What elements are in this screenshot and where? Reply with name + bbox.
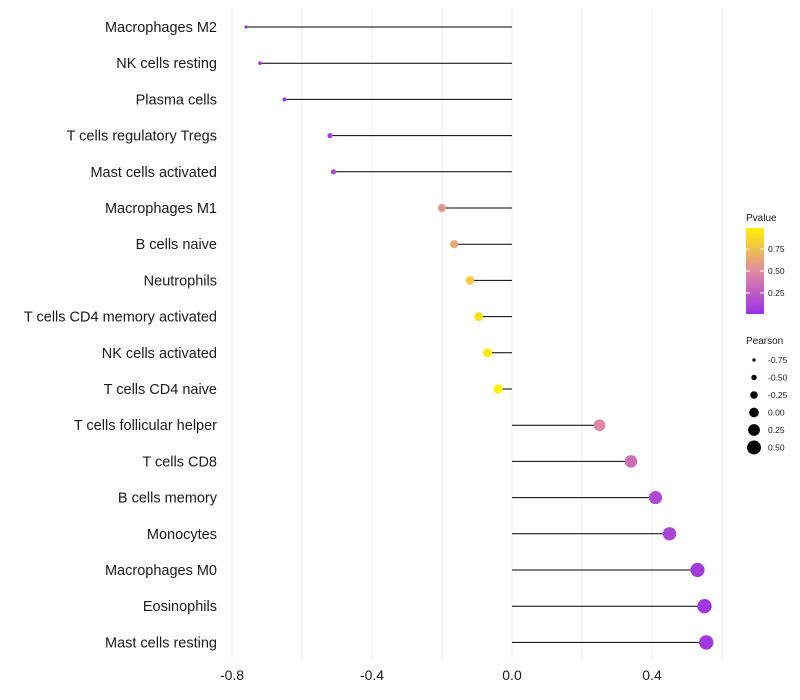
category-label: Mast cells activated bbox=[90, 165, 217, 181]
lollipop-point bbox=[593, 419, 606, 432]
category-label: B cells naive bbox=[136, 237, 217, 253]
colorbar-tick-label: 0.50 bbox=[768, 266, 785, 276]
size-legend-label: 0.50 bbox=[768, 443, 785, 453]
lollipop-point bbox=[327, 132, 333, 139]
x-tick-label: 0.0 bbox=[502, 667, 522, 683]
size-legend-point bbox=[752, 358, 756, 362]
category-label: Monocytes bbox=[147, 527, 217, 543]
category-label: Macrophages M2 bbox=[105, 20, 217, 36]
lollipop-point bbox=[474, 312, 484, 322]
size-legend-label: -0.25 bbox=[768, 390, 788, 400]
size-legend-label: 0.25 bbox=[768, 425, 785, 435]
category-label: T cells CD8 bbox=[142, 454, 217, 470]
size-legend-label: -0.50 bbox=[768, 373, 788, 383]
x-axis-labels: -0.8 -0.4 0.0 0.4 bbox=[220, 667, 662, 683]
pvalue-legend: Pvalue 0.25 0.50 0.75 bbox=[746, 213, 785, 314]
category-label: T cells CD4 naive bbox=[104, 382, 217, 398]
lollipop-point bbox=[690, 562, 705, 578]
size-legend-point bbox=[751, 374, 757, 381]
y-axis-labels: Macrophages M2 NK cells resting Plasma cel… bbox=[24, 20, 218, 651]
lollipop-point bbox=[624, 455, 638, 468]
colorbar-tick-label: 0.75 bbox=[768, 244, 785, 254]
lollipop-points bbox=[244, 25, 714, 650]
lollipop-point bbox=[662, 527, 677, 541]
category-label: Neutrophils bbox=[144, 273, 217, 289]
category-label: Eosinophils bbox=[143, 599, 217, 615]
category-label: T cells CD4 memory activated bbox=[24, 310, 217, 326]
category-label: Mast cells resting bbox=[105, 635, 217, 651]
category-label: Plasma cells bbox=[136, 92, 217, 108]
lollipop-point bbox=[258, 61, 262, 65]
lollipop-point bbox=[282, 97, 287, 102]
category-label: Macrophages M1 bbox=[105, 201, 217, 217]
x-tick-label: 0.4 bbox=[642, 667, 662, 683]
category-label: T cells regulatory Tregs bbox=[67, 129, 217, 145]
size-legend-label: 0.00 bbox=[768, 408, 785, 418]
x-tick-label: -0.8 bbox=[220, 667, 244, 683]
category-label: NK cells resting bbox=[116, 56, 217, 72]
lollipop-point bbox=[699, 635, 714, 650]
category-label: NK cells activated bbox=[102, 346, 217, 362]
lollipop-point bbox=[330, 169, 337, 175]
lollipop-point bbox=[482, 348, 493, 358]
category-label: B cells memory bbox=[118, 491, 218, 507]
size-legend-label: -0.75 bbox=[768, 355, 788, 365]
lollipop-segments bbox=[246, 26, 707, 643]
category-label: T cells follicular helper bbox=[74, 418, 217, 434]
size-legend-point bbox=[750, 391, 758, 399]
pearson-legend-title: Pearson bbox=[746, 336, 783, 347]
lollipop-point bbox=[438, 204, 446, 212]
lollipop-point bbox=[648, 491, 663, 505]
lollipop-point bbox=[697, 599, 712, 614]
category-label: Macrophages M0 bbox=[105, 563, 217, 579]
lollipop-point bbox=[244, 25, 248, 29]
x-tick-label: -0.4 bbox=[360, 667, 384, 683]
lollipop-point bbox=[450, 240, 459, 249]
size-legend-point bbox=[748, 424, 760, 436]
pearson-legend: Pearson -0.75 -0.50 -0.25 0.00 0.25 0.50 bbox=[746, 336, 788, 455]
lollipop-point bbox=[493, 384, 503, 394]
lollipop-point bbox=[465, 276, 475, 285]
pvalue-legend-title: Pvalue bbox=[746, 213, 777, 224]
colorbar-tick-label: 0.25 bbox=[768, 288, 785, 298]
size-legend-point bbox=[747, 440, 761, 455]
pvalue-colorbar bbox=[746, 228, 764, 314]
size-legend-point bbox=[749, 407, 759, 418]
grid-lines bbox=[231, 8, 723, 660]
